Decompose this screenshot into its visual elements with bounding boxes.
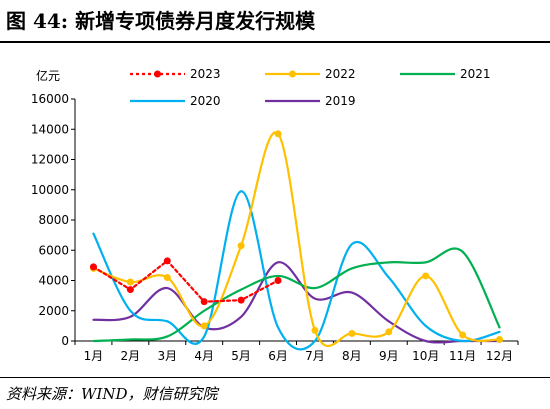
data-point-2023 [126,286,134,294]
data-point-2023 [274,277,282,284]
data-point-2022 [422,272,430,280]
x-tick-label: 7月 [305,349,325,363]
y-tick-label: 2000 [38,304,69,318]
y-axis-unit-label: 亿元 [36,68,60,83]
data-point-2022 [459,331,467,339]
source-rule [0,377,550,378]
data-point-2022 [163,273,171,281]
plot-area: 亿元 0 2000 4000 6000 8000 10000 12000 14000 16000 1… [31,67,519,363]
data-point-2022 [348,329,356,337]
figure-title: 图 44: 新增专项债券月度发行规模 [6,9,316,33]
data-point-2022 [311,326,319,334]
title-rule [0,41,550,43]
y-tick-label: 10000 [31,183,69,197]
series-line-2023 [92,259,280,303]
x-tick-label: 12月 [486,349,513,363]
y-tick-label: 14000 [31,122,69,136]
data-point-2023 [163,257,171,265]
x-tick-label: 10月 [412,349,439,363]
legend-label-2020: 2020 [190,94,221,108]
x-tick-label: 9月 [379,349,399,363]
series-line-2020 [92,190,501,351]
data-point-2023 [237,296,245,304]
legend-marker-2022 [289,70,296,78]
x-tick-label: 5月 [231,349,251,363]
y-tick-label: 16000 [31,92,69,106]
x-tick-label: 3月 [157,349,177,363]
x-tick-label: 6月 [268,349,288,363]
x-tick-label: 8月 [342,349,362,363]
source-note: 资料来源：WIND，财信研究院 [6,385,218,403]
series-line-2022 [92,131,501,348]
y-tick-label: 0 [61,334,69,348]
legend-label-2021: 2021 [460,67,491,81]
legend-label-2022: 2022 [325,67,356,81]
x-tick-label: 11月 [449,349,476,363]
data-point-2022 [126,278,134,286]
data-point-2022 [200,322,208,330]
data-point-2022 [496,335,504,343]
series-line-2021 [92,247,501,343]
y-tick-label: 12000 [31,153,69,167]
x-tick-label: 2月 [121,349,141,363]
data-point-2022 [237,242,245,250]
y-tick-label: 4000 [38,274,69,288]
data-point-2023 [200,298,208,306]
legend-label-2019: 2019 [325,94,356,108]
legend-marker-2023 [154,70,161,78]
x-tick-label: 4月 [194,349,214,363]
y-tick-label: 6000 [38,243,69,257]
data-point-2022 [274,130,282,138]
y-tick-label: 8000 [38,213,69,227]
data-point-2023 [89,263,97,271]
series-line-2019 [92,261,501,344]
data-point-2022 [385,328,393,336]
x-tick-label: 1月 [84,349,104,363]
line-chart: 亿元 0 2000 4000 6000 8000 10000 12000 14000 16000 1… [31,67,519,363]
legend-label-2023: 2023 [190,67,221,81]
